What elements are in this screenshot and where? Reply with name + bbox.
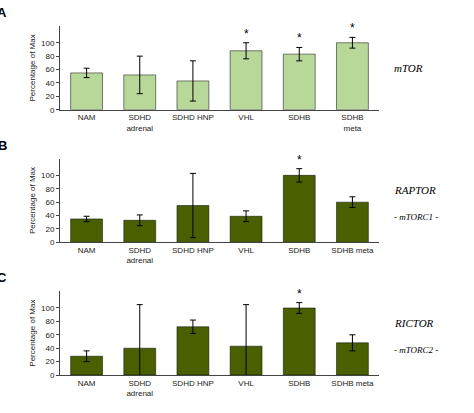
svg-text:SDHD HNP: SDHD HNP — [172, 246, 214, 255]
svg-text:SDHB: SDHB — [288, 113, 310, 122]
svg-text:0: 0 — [50, 238, 55, 247]
svg-text:Percentage of Max: Percentage of Max — [28, 167, 37, 234]
svg-text:SDHB meta: SDHB meta — [331, 379, 374, 388]
svg-text:- mTORC1 -: - mTORC1 - — [394, 212, 438, 222]
svg-text:SDHB: SDHB — [288, 379, 310, 388]
svg-text:VHL: VHL — [238, 246, 254, 255]
svg-text:60: 60 — [45, 198, 54, 207]
svg-text:20: 20 — [45, 357, 54, 366]
svg-text:NAM: NAM — [78, 379, 96, 388]
svg-text:Percentage of Max: Percentage of Max — [28, 34, 37, 101]
svg-text:- mTORC2 -: - mTORC2 - — [394, 345, 438, 355]
svg-text:SDHDadrenal: SDHDadrenal — [126, 246, 153, 265]
svg-text:60: 60 — [45, 331, 54, 340]
svg-text:100: 100 — [41, 171, 55, 180]
svg-text:VHL: VHL — [238, 113, 254, 122]
svg-text:SDHDadrenal: SDHDadrenal — [126, 379, 153, 398]
svg-text:SDHB meta: SDHB meta — [331, 246, 374, 255]
svg-text:RAPTOR: RAPTOR — [394, 184, 436, 196]
svg-text:NAM: NAM — [78, 246, 96, 255]
svg-text:*: * — [297, 153, 302, 167]
svg-text:NAM: NAM — [78, 113, 96, 122]
svg-text:80: 80 — [45, 185, 54, 194]
svg-text:100: 100 — [41, 39, 55, 48]
svg-text:*: * — [244, 27, 249, 41]
svg-text:*: * — [350, 21, 355, 35]
svg-text:mTOR: mTOR — [394, 62, 423, 74]
svg-text:0: 0 — [50, 106, 55, 115]
svg-text:RICTOR: RICTOR — [394, 317, 434, 329]
svg-text:*: * — [297, 31, 302, 45]
svg-text:40: 40 — [45, 211, 54, 220]
svg-text:SDHD HNP: SDHD HNP — [172, 379, 214, 388]
svg-text:A: A — [0, 5, 7, 20]
svg-text:C: C — [0, 270, 7, 285]
svg-text:VHL: VHL — [238, 379, 254, 388]
svg-text:Percentage of Max: Percentage of Max — [28, 300, 37, 367]
svg-text:*: * — [297, 287, 302, 301]
svg-text:0: 0 — [50, 371, 55, 380]
svg-text:SDHBmeta: SDHBmeta — [341, 113, 363, 132]
svg-text:60: 60 — [45, 65, 54, 74]
svg-text:40: 40 — [45, 344, 54, 353]
svg-text:80: 80 — [45, 52, 54, 61]
svg-text:40: 40 — [45, 79, 54, 88]
svg-text:20: 20 — [45, 92, 54, 101]
svg-text:SDHDadrenal: SDHDadrenal — [126, 113, 153, 132]
svg-text:100: 100 — [41, 304, 55, 313]
svg-text:B: B — [0, 138, 7, 153]
svg-text:20: 20 — [45, 225, 54, 234]
svg-text:80: 80 — [45, 317, 54, 326]
svg-text:SDHB: SDHB — [288, 246, 310, 255]
svg-text:SDHD HNP: SDHD HNP — [172, 113, 214, 122]
